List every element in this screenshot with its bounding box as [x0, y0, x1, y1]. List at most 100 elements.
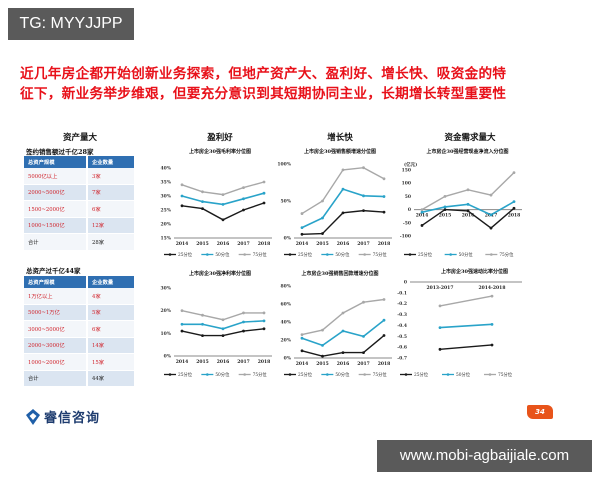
- table-header: 企业数量: [87, 276, 136, 288]
- section-title-capital: 资金需求量大: [444, 133, 496, 143]
- svg-text:20%: 20%: [160, 308, 171, 314]
- table-header: 企业数量: [87, 156, 136, 168]
- svg-text:-0.6: -0.6: [397, 345, 407, 351]
- cell: 5000~1万亿: [24, 304, 88, 321]
- svg-text:2013-2017: 2013-2017: [427, 285, 454, 291]
- svg-text:40%: 40%: [160, 166, 171, 172]
- svg-text:0%: 0%: [284, 356, 292, 362]
- svg-text:2017: 2017: [237, 241, 250, 247]
- chart-title: 上市房企30强经营现金净流入分位图: [426, 149, 509, 155]
- svg-text:-0.1: -0.1: [397, 290, 407, 296]
- table-row: 5000~1万亿 5家: [24, 304, 136, 321]
- table-row: 1万亿以上 4家: [24, 288, 136, 305]
- chart-operating-cashflow: -100-50050100150(亿元)20142015201620172018…: [400, 161, 522, 258]
- svg-text:0%: 0%: [284, 236, 292, 242]
- diamond-logo-icon: [26, 408, 40, 425]
- svg-text:10%: 10%: [160, 331, 171, 337]
- svg-text:25%: 25%: [160, 208, 171, 214]
- svg-text:50分位: 50分位: [335, 371, 350, 378]
- cell: 3家: [87, 168, 136, 185]
- svg-text:50分位: 50分位: [459, 251, 474, 258]
- table-row: 1000~2000亿 15家: [24, 353, 136, 371]
- table-row: 5000亿以上 3家: [24, 168, 136, 185]
- cell: 4家: [87, 288, 136, 305]
- cell: 15家: [87, 353, 136, 371]
- chart-gross-margin: 15% 20% 25% 30% 35% 40% 2014 2015 2016 2017 2018 25…: [160, 166, 272, 258]
- svg-text:150: 150: [402, 168, 411, 174]
- svg-text:15%: 15%: [160, 236, 171, 242]
- svg-text:2018: 2018: [508, 213, 521, 219]
- svg-text:-50: -50: [403, 220, 411, 226]
- svg-text:100: 100: [402, 181, 411, 187]
- svg-text:25分位: 25分位: [178, 371, 193, 378]
- svg-text:-0.3: -0.3: [397, 312, 407, 318]
- cell: 14家: [87, 337, 136, 354]
- page-number-badge: 34: [527, 405, 553, 419]
- cell: 1000~1500亿: [24, 217, 88, 234]
- svg-text:2014: 2014: [296, 241, 309, 247]
- svg-text:50%: 50%: [280, 199, 291, 205]
- svg-text:75分位: 75分位: [253, 251, 268, 258]
- cell: 1000~2000亿: [24, 353, 88, 371]
- svg-text:75分位: 75分位: [373, 251, 388, 258]
- watermark-bottom: www.mobi-agbaijiale.com: [377, 440, 592, 472]
- svg-text:30%: 30%: [160, 286, 171, 292]
- svg-text:50分位: 50分位: [456, 371, 471, 378]
- chart-quick-ratio: 0 -0.1 -0.2 -0.3 -0.4 -0.5 -0.6 -0.7 2013-2017 20…: [397, 280, 522, 378]
- svg-text:-0.5: -0.5: [397, 334, 407, 340]
- svg-text:-0.2: -0.2: [397, 301, 407, 307]
- svg-text:25分位: 25分位: [298, 251, 313, 258]
- headline: 近几年房企都开始创新业务探索，但地产资产大、盈利好、增长快、吸资金的特 征下，新…: [20, 64, 580, 104]
- section-title-growth: 增长快: [327, 133, 353, 143]
- svg-text:2015: 2015: [316, 361, 329, 367]
- chart-title: 上市房企30强净利率分位图: [189, 271, 251, 277]
- headline-line-2: 征下，新业务举步维艰，但要充分意识到其短期协同主业，长期增长转型重要性: [20, 86, 507, 102]
- svg-text:25分位: 25分位: [178, 251, 193, 258]
- svg-text:2014: 2014: [176, 359, 189, 365]
- svg-text:50分位: 50分位: [335, 251, 350, 258]
- table-row: 3000~5000亿 6家: [24, 320, 136, 338]
- cell: 合计: [24, 233, 88, 251]
- logo-text: 睿信咨询: [44, 411, 101, 426]
- table-row-total: 合计 44家: [24, 370, 136, 387]
- svg-text:2014-2018: 2014-2018: [479, 285, 506, 291]
- svg-text:2018: 2018: [258, 241, 271, 247]
- svg-text:100%: 100%: [277, 162, 291, 168]
- svg-text:2018: 2018: [378, 241, 391, 247]
- svg-text:0: 0: [404, 280, 407, 286]
- svg-text:30%: 30%: [160, 194, 171, 200]
- svg-text:80%: 80%: [280, 284, 291, 290]
- cell: 合计: [24, 370, 88, 387]
- svg-text:20%: 20%: [280, 338, 291, 344]
- table-row-total: 合计 28家: [24, 233, 136, 251]
- table1-caption: 签约销售额过千亿28家: [26, 148, 94, 156]
- svg-text:75分位: 75分位: [373, 371, 388, 378]
- svg-text:(亿元): (亿元): [404, 161, 417, 168]
- svg-text:0%: 0%: [164, 354, 172, 360]
- svg-text:2015: 2015: [196, 359, 209, 365]
- table-header: 总资产规模: [24, 156, 88, 168]
- section-title-profit: 盈利好: [207, 133, 233, 143]
- svg-text:2015: 2015: [439, 213, 452, 219]
- svg-text:2015: 2015: [316, 241, 329, 247]
- chart-net-margin: 0% 10% 20% 30% 2014 2015 2016 2017 2018 25分位 50分位 7…: [160, 286, 272, 378]
- svg-text:20%: 20%: [160, 222, 171, 228]
- cell: 6家: [87, 320, 136, 338]
- chart-title: 上市房企30强销售回款增速分位图: [301, 271, 379, 277]
- cell: 44家: [87, 370, 136, 387]
- svg-text:25分位: 25分位: [418, 251, 433, 258]
- headline-line-1: 近几年房企都开始创新业务探索，但地产资产大、盈利好、增长快、吸资金的特: [20, 66, 507, 82]
- company-logo: 睿信咨询: [26, 407, 100, 426]
- svg-text:75分位: 75分位: [253, 371, 268, 378]
- cell: 28家: [87, 233, 136, 251]
- svg-text:50: 50: [405, 194, 411, 200]
- table-row: 1500~2000亿 6家: [24, 200, 136, 218]
- watermark-top: TG: MYYJJPP: [8, 8, 134, 40]
- table-row: 1000~1500亿 12家: [24, 217, 136, 234]
- chart-collection-growth: 0% 20% 40% 60% 80% 2014 2015 2016 2017 2018 25分位 50…: [280, 284, 392, 378]
- svg-text:2015: 2015: [196, 241, 209, 247]
- cell: 1500~2000亿: [24, 200, 88, 218]
- cell: 2000~5000亿: [24, 184, 88, 201]
- svg-text:2016: 2016: [217, 241, 230, 247]
- cell: 5000亿以上: [24, 168, 88, 185]
